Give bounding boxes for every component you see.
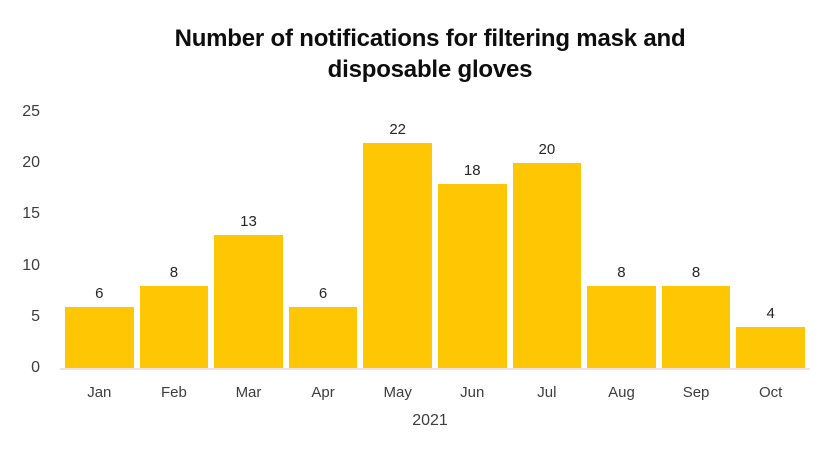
x-axis: Jan Feb Mar Apr May Jun Jul Aug Sep Oct [60,384,810,401]
bar-value-label: 20 [538,141,556,159]
x-axis-title: 2021 [412,412,448,429]
bar[interactable] [288,306,358,368]
y-axis: 0 5 10 15 20 25 [0,104,40,376]
bar-column: 13 [214,112,283,368]
bar[interactable] [139,286,209,368]
x-tick-label: Jan [87,384,112,401]
bar-column: 6 [65,112,134,368]
bar[interactable] [437,183,507,368]
x-tick-label: Feb [160,384,187,401]
plot-area: 6 8 13 6 22 18 20 8 8 4 [60,112,810,370]
bar-column: 22 [363,112,432,368]
bar-value-label: 22 [389,120,407,138]
y-tick-label: 15 [22,205,40,223]
bar-column: 18 [437,112,507,368]
bar-column: 20 [512,112,582,368]
bar-column: 4 [736,112,805,368]
bar-value-label: 6 [95,284,104,302]
y-tick-label: 20 [22,154,40,172]
y-tick-label: 25 [22,103,40,120]
bar-column: 8 [139,112,209,368]
bar[interactable] [214,234,283,368]
bar-value-label: 8 [169,264,179,282]
y-tick-label: 5 [31,307,40,325]
bar[interactable] [587,286,656,368]
chart-title-line-1: Number of notifications for filtering ma… [174,25,686,52]
x-tick-label: Jun [460,384,485,401]
y-tick-label: 0 [31,359,40,376]
bar[interactable] [65,306,134,368]
x-tick-label: Apr [311,384,335,401]
y-tick-label: 10 [22,256,40,274]
bar[interactable] [363,142,432,368]
bar-value-label: 18 [463,161,481,179]
bar[interactable] [661,286,731,368]
bar-column: 8 [661,112,731,368]
chart-title: Number of notifications for filtering ma… [60,23,800,85]
bar[interactable] [736,327,805,368]
bar[interactable] [512,163,582,368]
x-tick-label: Mar [235,384,262,401]
bar-value-label: 8 [617,264,626,282]
x-tick-label: May [383,384,412,401]
bar-column: 8 [587,112,656,368]
bar-value-label: 4 [766,305,775,323]
x-tick-label: Oct [758,384,783,401]
bar-value-label: 6 [318,284,328,302]
x-tick-label: Sep [682,384,710,401]
x-tick-label: Jul [537,384,557,401]
bar-value-label: 8 [691,264,701,282]
chart-title-line-2: disposable gloves [327,56,533,83]
x-tick-label: Aug [608,384,635,401]
bar-column: 6 [288,112,358,368]
bar-value-label: 13 [240,212,257,230]
